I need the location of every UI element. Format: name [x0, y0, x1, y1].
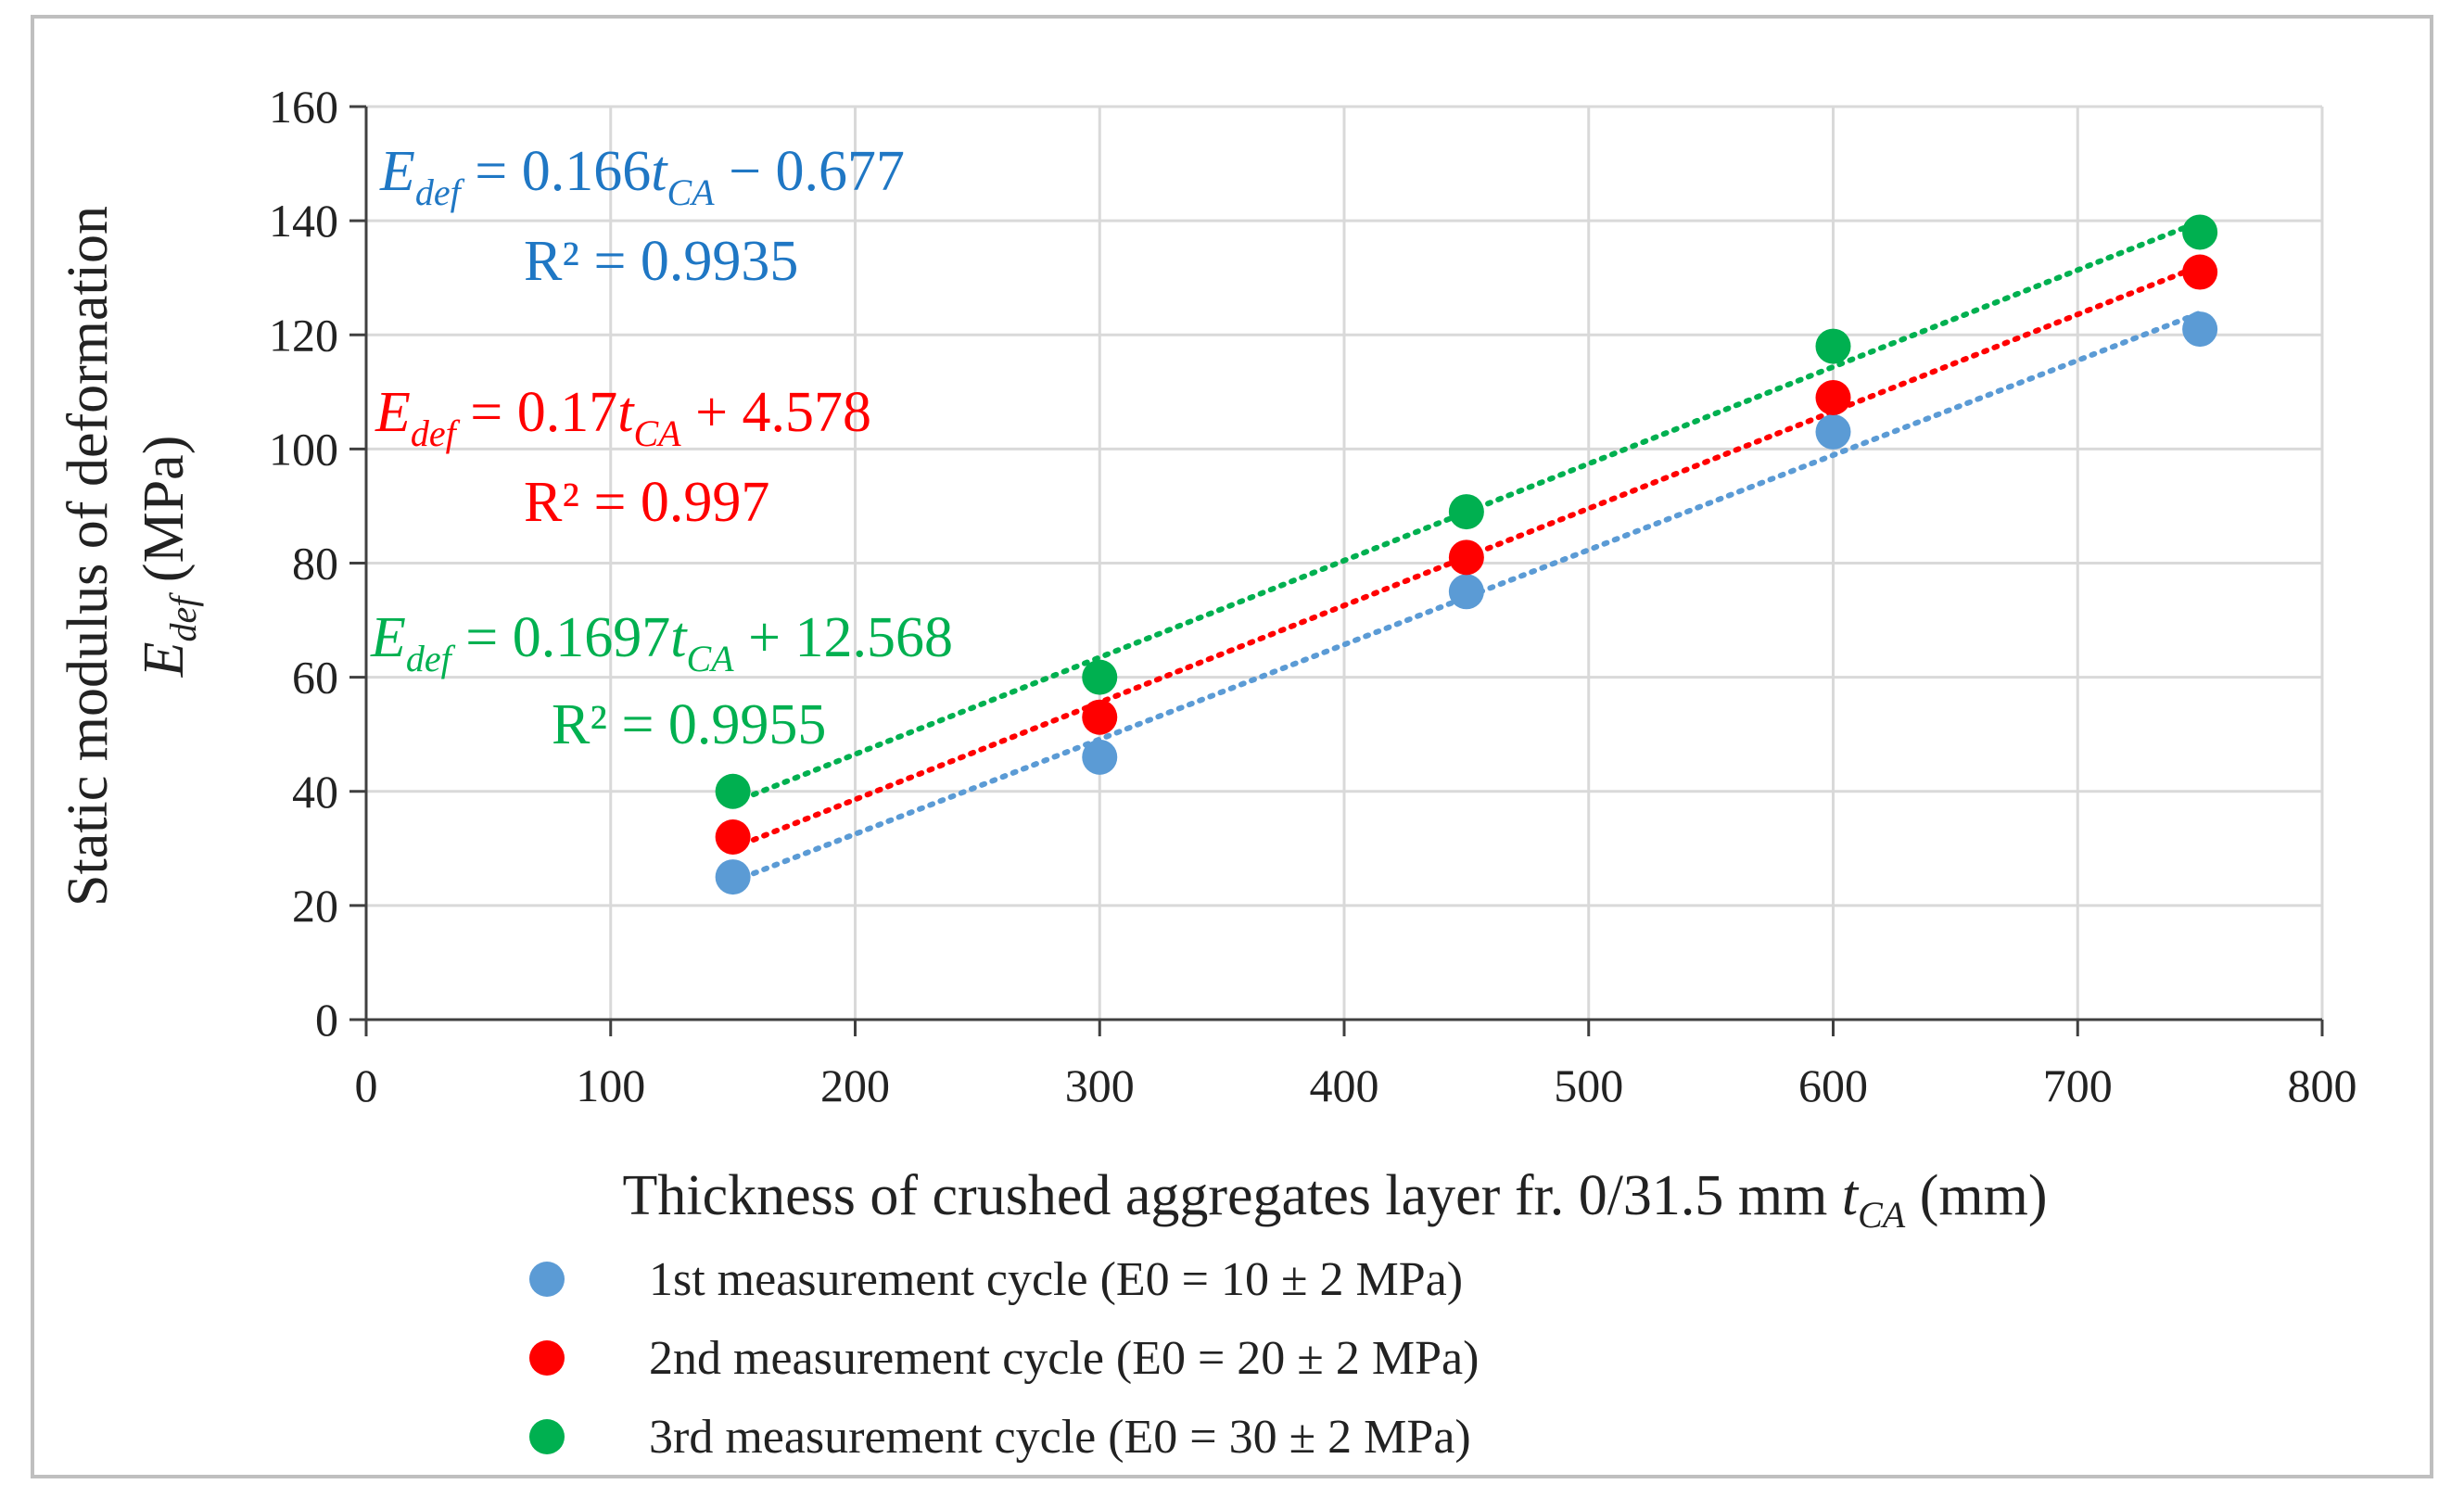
point-series-3: [1448, 494, 1484, 530]
axes: 0 20 40 60 80 100 120 140 160 0 100 200 300 400 500 600…: [269, 81, 2357, 1111]
data-points: [715, 214, 2218, 895]
chart-frame: [31, 15, 2433, 1478]
point-series-1: [1448, 574, 1484, 610]
x-axis-unit: (mm): [1905, 1164, 2047, 1227]
y-tick-label: 80: [292, 538, 338, 590]
gridlines: [366, 105, 2324, 1020]
y-axis-title-line1: Static modulus of deformation: [57, 206, 120, 907]
legend-label-series-2: 2nd measurement cycle (E0 = 20 ± 2 MPa): [649, 1332, 1479, 1385]
legend-label-series-1: 1st measurement cycle (E0 = 10 ± 2 MPa): [649, 1253, 1463, 1306]
y-tick-label: 160: [269, 81, 338, 133]
x-tick-label: 200: [820, 1059, 890, 1111]
y-tick-label: 140: [269, 195, 338, 247]
x-tick-label: 100: [576, 1059, 645, 1111]
point-series-1: [715, 859, 751, 895]
legend-marker-series-3: [529, 1419, 565, 1454]
x-tick-label: 400: [1310, 1059, 1379, 1111]
x-tick-label: 700: [2043, 1059, 2113, 1111]
y-tick-label: 40: [292, 766, 338, 818]
point-series-3: [715, 773, 751, 809]
legend-marker-series-2: [529, 1340, 565, 1376]
r2-series-3: R² = 0.9955: [552, 693, 826, 756]
legend: 1st measurement cycle (E0 = 10 ± 2 MPa) 2…: [529, 1253, 1479, 1464]
point-series-3: [1082, 659, 1118, 695]
trendline-equations: Edef = 0.166tCA − 0.677 R² = 0.9935 Edef =…: [370, 140, 953, 756]
x-axis-title: Thickness of crushed aggregates layer fr…: [623, 1164, 2048, 1236]
point-series-3: [2182, 214, 2218, 250]
point-series-1: [1082, 739, 1118, 775]
y-tick-label: 120: [269, 309, 338, 361]
legend-marker-series-1: [529, 1262, 565, 1297]
x-tick-label: 300: [1065, 1059, 1135, 1111]
x-tick-label: 500: [1554, 1059, 1623, 1111]
equation-series-3: Edef = 0.1697tCA + 12.568: [370, 606, 953, 679]
point-series-2: [715, 819, 751, 855]
x-tick-label: 800: [2288, 1059, 2357, 1111]
x-axis-title-text: Thickness of crushed aggregates layer fr…: [623, 1164, 1828, 1227]
legend-label-series-3: 3rd measurement cycle (E0 = 30 ± 2 MPa): [649, 1411, 1471, 1464]
r2-series-1: R² = 0.9935: [524, 230, 798, 293]
x-axis-symbol: t: [1842, 1164, 1860, 1227]
y-axis-unit: (MPa): [133, 436, 196, 597]
y-axis-symbol-sub: def: [162, 592, 204, 642]
equation-series-1: Edef = 0.166tCA − 0.677: [379, 140, 905, 213]
x-tick-label: 600: [1798, 1059, 1868, 1111]
y-tick-label: 60: [292, 652, 338, 704]
y-tick-label: 20: [292, 880, 338, 932]
svg-text:Static modulus of deformation: Static modulus of deformation: [57, 206, 120, 907]
y-tick-label: 0: [315, 994, 338, 1046]
y-axis-title: Static modulus of deformation Edef (MPa): [57, 206, 204, 907]
y-tick-label: 100: [269, 423, 338, 475]
equation-series-2: Edef = 0.17tCA + 4.578: [375, 381, 871, 454]
point-series-3: [1815, 328, 1851, 364]
svg-text:Edef (MPa): Edef (MPa): [133, 436, 204, 679]
point-series-2: [1448, 539, 1484, 576]
point-series-1: [2182, 311, 2218, 348]
point-series-2: [1815, 379, 1851, 415]
trendline-series-1: [730, 310, 2204, 884]
x-axis-symbol-sub: CA: [1858, 1194, 1906, 1236]
point-series-1: [1815, 413, 1851, 450]
y-axis-symbol: E: [133, 641, 196, 678]
point-series-2: [2182, 254, 2218, 290]
r2-series-2: R² = 0.997: [524, 471, 769, 534]
point-series-2: [1082, 699, 1118, 735]
x-tick-label: 0: [355, 1059, 378, 1111]
